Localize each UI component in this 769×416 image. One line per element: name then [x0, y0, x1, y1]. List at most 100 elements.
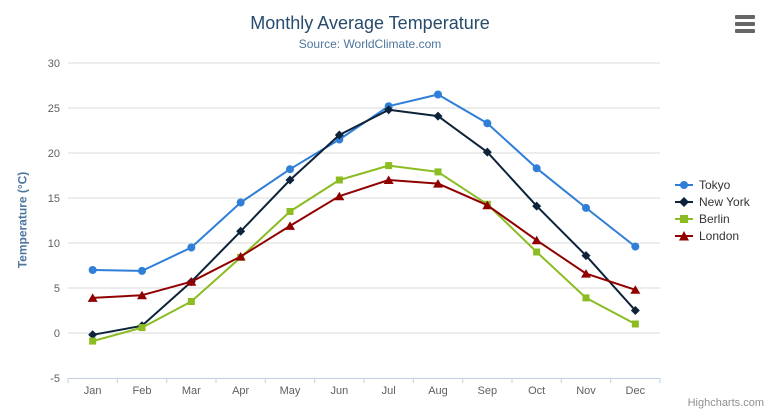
series-line	[91, 164, 637, 343]
legend-item-tokyo[interactable]: Tokyo	[674, 176, 750, 193]
hamburger-icon-bar	[735, 15, 755, 19]
circle-legend-icon	[675, 180, 693, 189]
london-point-marker[interactable]	[433, 179, 443, 188]
triangle-legend-icon	[675, 230, 693, 240]
new-york-point-marker[interactable]	[433, 111, 443, 121]
x-axis-label: Feb	[133, 385, 152, 397]
y-axis-label: 25	[48, 103, 60, 115]
legend-label: Tokyo	[699, 177, 731, 192]
tokyo-point-marker[interactable]	[187, 243, 196, 252]
chart-subtitle: Source: WorldClimate.com	[298, 37, 442, 51]
berlin-point-marker[interactable]	[89, 337, 97, 345]
series-new-york	[88, 105, 640, 340]
berlin-point-marker[interactable]	[385, 162, 393, 170]
legend: Tokyo New York Berlin London	[674, 176, 750, 244]
x-axis-label: Jun	[330, 385, 348, 397]
london-point-marker[interactable]	[186, 277, 197, 286]
hamburger-icon-bar	[735, 22, 755, 26]
new-york-point-marker[interactable]	[384, 105, 394, 115]
berlin-point-marker[interactable]	[286, 208, 294, 215]
new-york-point-marker[interactable]	[581, 251, 591, 261]
y-axis-label: 5	[54, 283, 60, 295]
square-legend-icon	[675, 214, 693, 223]
x-axis-label: Oct	[528, 385, 545, 397]
berlin-point-marker[interactable]	[533, 248, 541, 256]
x-axis	[67, 378, 661, 383]
tokyo-point-marker[interactable]	[236, 198, 245, 207]
london-point-marker[interactable]	[383, 175, 394, 185]
y-axis-title: Temperature (°C)	[15, 171, 30, 269]
legend-item-berlin[interactable]: Berlin	[674, 210, 750, 227]
legend-label: London	[699, 228, 740, 243]
y-axis-label: 10	[48, 238, 60, 250]
diamond-legend-icon	[675, 196, 693, 207]
diamond-icon	[679, 196, 689, 207]
berlin-point-marker[interactable]	[138, 324, 146, 332]
chart-context-menu-button[interactable]	[735, 15, 755, 33]
london-point-marker[interactable]	[630, 285, 641, 294]
berlin-point-marker[interactable]	[335, 176, 343, 184]
triangle-icon	[679, 230, 689, 240]
x-axis-label: Apr	[232, 385, 249, 397]
x-axis-label: Sep	[478, 385, 498, 397]
highcharts-credits-link[interactable]: Highcharts.com	[687, 397, 764, 409]
x-axis-label: Mar	[182, 385, 201, 397]
tokyo-point-marker[interactable]	[582, 203, 590, 212]
london-point-marker[interactable]	[285, 221, 295, 230]
berlin-point-marker[interactable]	[434, 168, 442, 176]
grid-lines	[68, 62, 660, 334]
berlin-point-marker[interactable]	[631, 320, 639, 328]
legend-item-new-york[interactable]: New York	[674, 193, 750, 210]
y-axis-label: 15	[48, 193, 60, 205]
london-point-marker[interactable]	[235, 252, 246, 261]
tokyo-point-marker[interactable]	[631, 242, 640, 251]
x-axis-label: Jan	[84, 385, 102, 397]
new-york-point-marker[interactable]	[285, 175, 295, 185]
london-point-marker[interactable]	[137, 290, 147, 300]
x-axis-label: Aug	[428, 385, 448, 397]
x-axis-label: May	[280, 385, 301, 397]
y-axis-label: -5	[50, 373, 60, 385]
tokyo-point-marker[interactable]	[532, 164, 541, 173]
new-york-point-marker[interactable]	[88, 330, 98, 340]
london-point-marker[interactable]	[334, 191, 345, 201]
tokyo-point-marker[interactable]	[88, 266, 97, 274]
y-axis-label: 30	[48, 58, 60, 70]
x-axis-labels: Jan Feb Mar Apr May Jun Jul Aug Sep Oct Nov Dec	[84, 385, 646, 397]
x-axis-label: Dec	[626, 385, 646, 397]
series-line	[91, 108, 637, 336]
series-line	[91, 179, 637, 299]
new-york-point-marker[interactable]	[236, 226, 246, 236]
legend-item-london[interactable]: London	[674, 227, 750, 244]
square-icon	[680, 214, 688, 223]
new-york-point-marker[interactable]	[482, 147, 492, 157]
tokyo-point-marker[interactable]	[286, 165, 294, 174]
legend-label: New York	[699, 194, 750, 209]
new-york-point-marker[interactable]	[532, 201, 542, 211]
hamburger-icon-bar	[735, 29, 755, 33]
london-point-marker[interactable]	[581, 269, 591, 278]
y-axis-labels: -5 0 5 10 15 20 25 30	[48, 58, 60, 385]
series-london	[87, 175, 641, 302]
y-axis-label: 0	[54, 328, 60, 340]
berlin-point-marker[interactable]	[187, 298, 195, 305]
london-point-marker[interactable]	[482, 200, 493, 210]
london-point-marker[interactable]	[87, 293, 98, 302]
legend-label: Berlin	[699, 211, 730, 226]
circle-icon	[680, 180, 688, 189]
tokyo-point-marker[interactable]	[434, 90, 442, 99]
london-point-marker[interactable]	[531, 235, 542, 245]
tokyo-point-marker[interactable]	[483, 119, 492, 128]
tokyo-point-marker[interactable]	[138, 266, 146, 275]
x-axis-label: Nov	[576, 385, 596, 397]
new-york-point-marker[interactable]	[334, 130, 344, 140]
series-tokyo	[88, 90, 640, 275]
berlin-point-marker[interactable]	[582, 294, 590, 302]
new-york-point-marker[interactable]	[630, 306, 640, 315]
chart-title: Monthly Average Temperature	[250, 13, 490, 33]
x-axis-label: Jul	[382, 385, 396, 397]
series-line	[91, 93, 637, 272]
y-axis-label: 20	[48, 148, 60, 160]
